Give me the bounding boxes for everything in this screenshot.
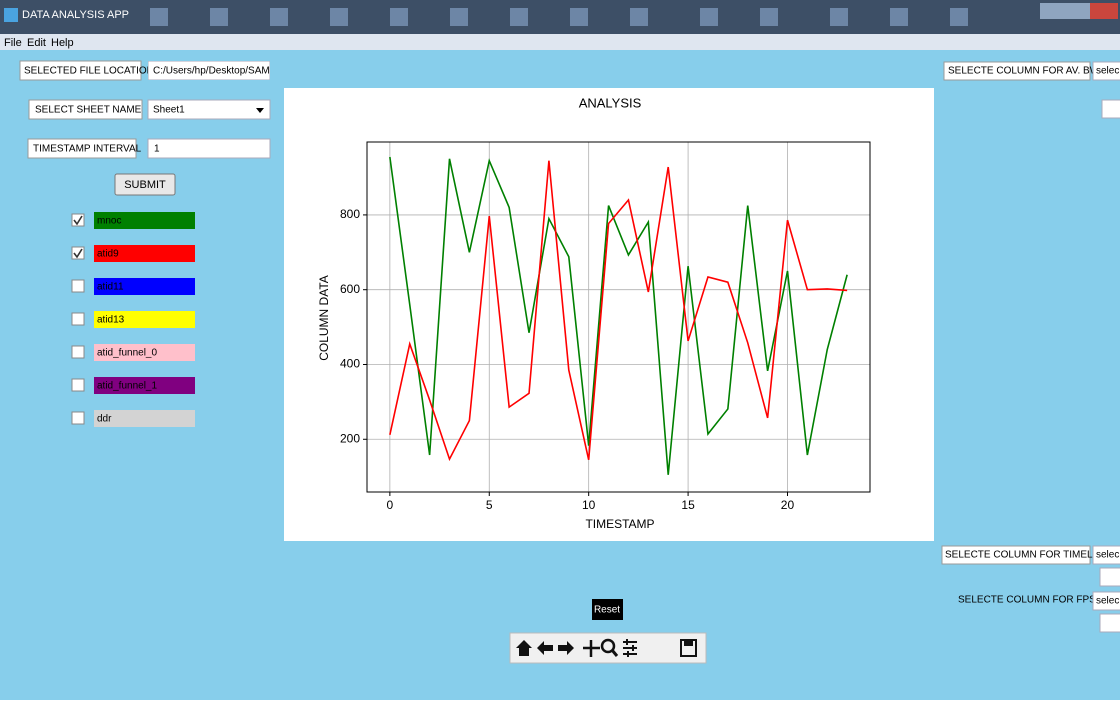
av-bw-output <box>1102 100 1120 118</box>
window-title: DATA ANALYSIS APP <box>22 9 129 21</box>
fps-value: selec <box>1096 596 1119 607</box>
configure-button[interactable] <box>623 639 637 657</box>
interval-label: TIMESTAMP INTERVAL <box>33 144 142 155</box>
x-tick-label: 15 <box>681 498 695 512</box>
checkbox[interactable] <box>72 214 84 226</box>
interval-value: 1 <box>154 144 160 155</box>
column-label: atid11 <box>97 282 124 293</box>
timeline-label: SELECTE COLUMN FOR TIMELINE <box>945 550 1110 561</box>
app-window: DATA ANALYSIS APP File Edit Help SELECTE… <box>0 0 1120 700</box>
sheet-value: Sheet1 <box>153 105 185 116</box>
checkbox[interactable] <box>72 412 84 424</box>
close-button[interactable] <box>1090 3 1118 19</box>
maximize-button[interactable] <box>1066 3 1090 19</box>
menu-bar <box>0 34 1120 50</box>
interval-input[interactable] <box>148 139 270 158</box>
menu-item[interactable]: Help <box>51 37 74 49</box>
checkbox[interactable] <box>72 313 84 325</box>
av-bw-value: selec <box>1096 66 1119 77</box>
av-bw-label: SELECTE COLUMN FOR AV. BW. <box>948 66 1101 77</box>
app-icon <box>4 8 18 22</box>
file-input-clip: C:/Users/hp/Desktop/SAM <box>148 61 270 80</box>
checkbox[interactable] <box>72 379 84 391</box>
checkbox[interactable] <box>72 280 84 292</box>
x-axis-label: TIMESTAMP <box>585 517 654 531</box>
menu-item[interactable]: File <box>4 37 22 49</box>
column-label: ddr <box>97 414 112 425</box>
y-tick-label: 800 <box>340 207 360 221</box>
checkbox[interactable] <box>72 247 84 259</box>
x-tick-label: 5 <box>486 498 493 512</box>
column-label: atid9 <box>97 249 119 260</box>
fps-label: SELECTE COLUMN FOR FPS <box>958 595 1096 606</box>
column-label: atid_funnel_0 <box>97 348 157 359</box>
y-tick-label: 600 <box>340 282 360 296</box>
toolbar <box>510 633 706 663</box>
y-axis-label: COLUMN DATA <box>317 275 331 361</box>
minimize-button[interactable] <box>1040 3 1066 19</box>
reset-label: Reset <box>594 605 620 616</box>
timeline-value: selec <box>1096 550 1119 561</box>
column-label: atid_funnel_1 <box>97 381 157 392</box>
fps-output <box>1100 614 1120 632</box>
x-tick-label: 10 <box>582 498 596 512</box>
submit-label: SUBMIT <box>124 179 166 191</box>
x-tick-label: 20 <box>781 498 795 512</box>
y-tick-label: 400 <box>340 357 360 371</box>
file-location-value: C:/Users/hp/Desktop/SAM <box>153 66 270 77</box>
y-tick-label: 200 <box>340 431 360 445</box>
chart-title: ANALYSIS <box>579 95 642 110</box>
sheet-label: SELECT SHEET NAME <box>35 105 142 116</box>
menu-item[interactable]: Edit <box>27 37 46 49</box>
checkbox[interactable] <box>72 346 84 358</box>
file-location-label: SELECTED FILE LOCATION <box>24 66 154 77</box>
timeline-output <box>1100 568 1120 586</box>
column-label: mnoc <box>97 216 121 227</box>
x-tick-label: 0 <box>387 498 394 512</box>
column-label: atid13 <box>97 315 125 326</box>
